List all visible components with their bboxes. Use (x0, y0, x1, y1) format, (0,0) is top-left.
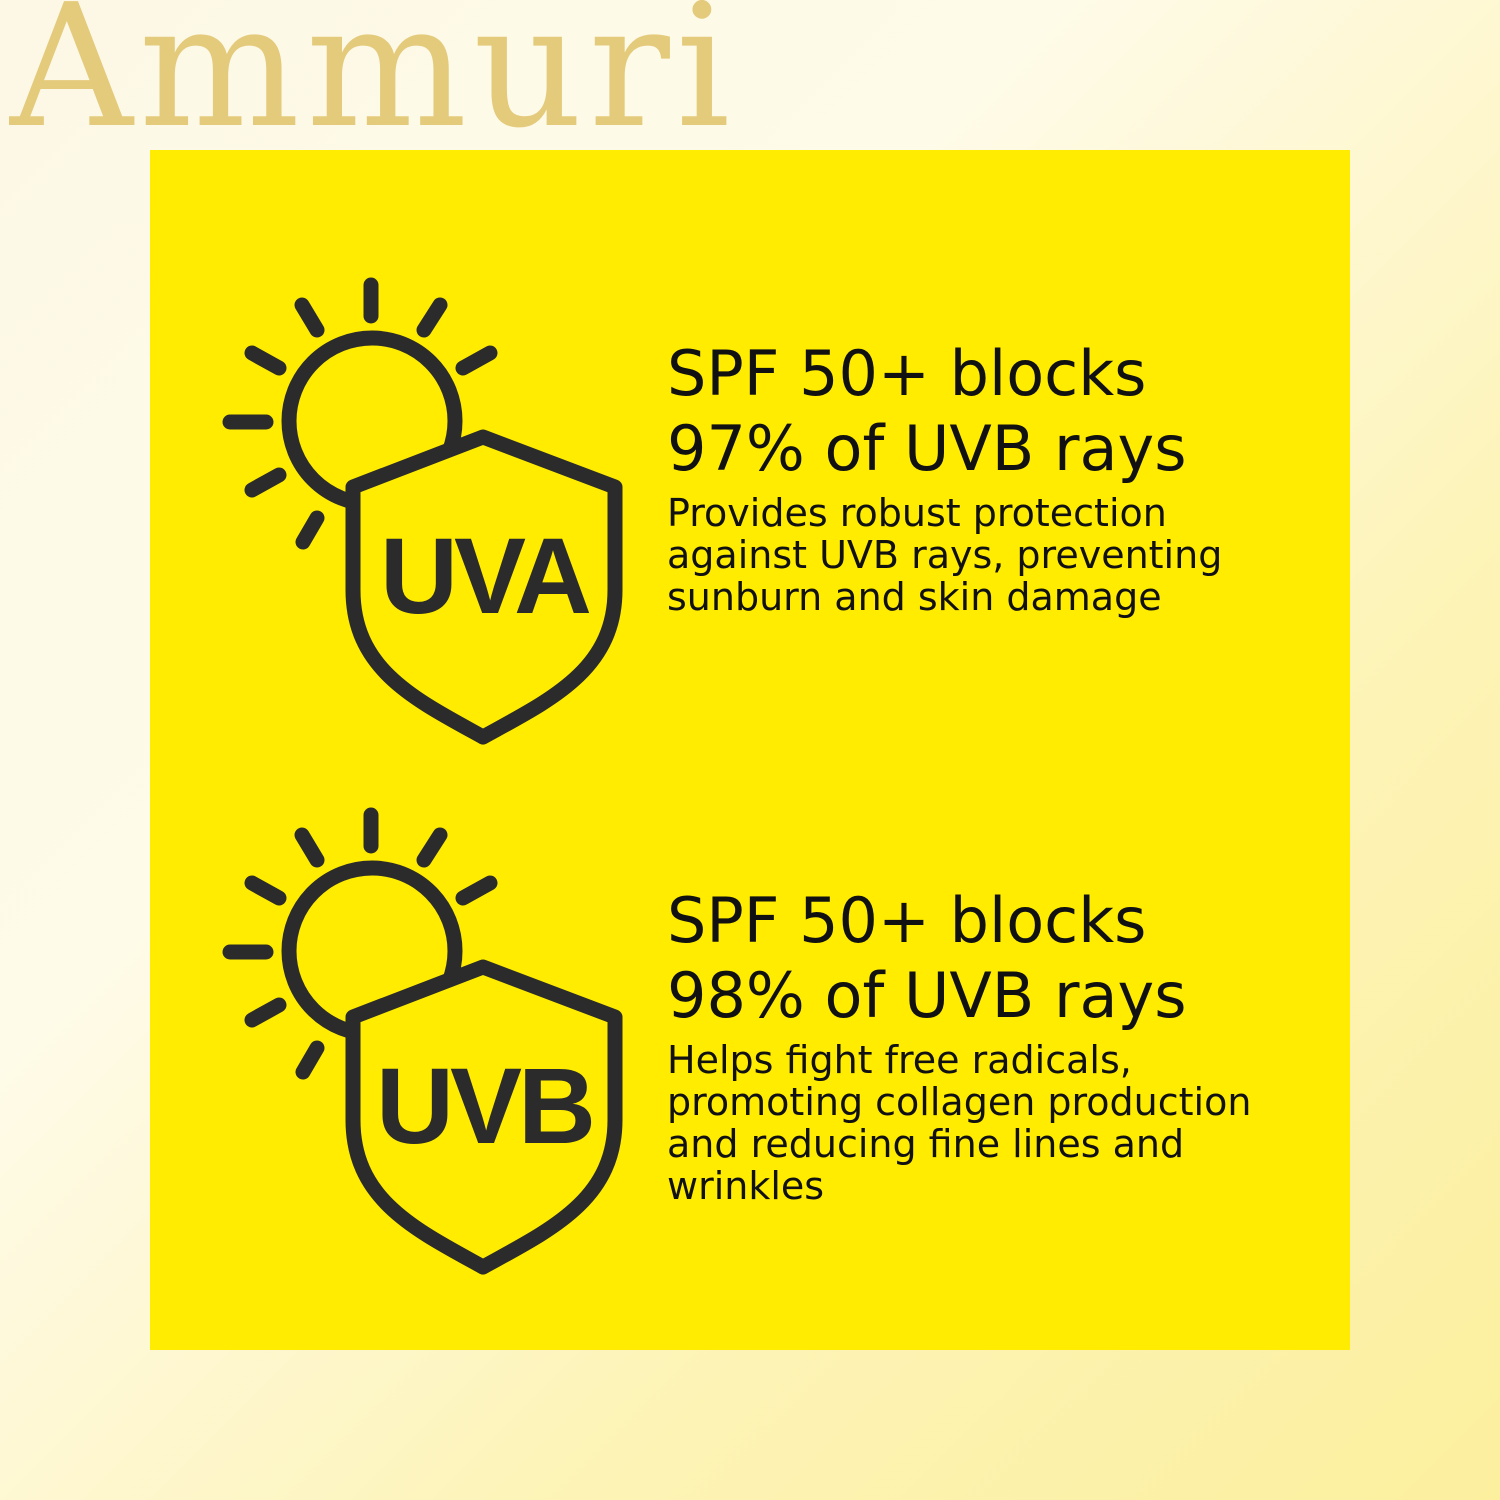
uvb-badge-text: UVB (376, 1045, 592, 1166)
uva-badge-text: UVA (380, 515, 590, 636)
feature-description: Helps fight free radicals, promoting col… (667, 1039, 1251, 1207)
feature-heading: SPF 50+ blocks 98% of UVB rays (667, 883, 1187, 1033)
feature-description: Provides robust protection against UVB r… (667, 492, 1222, 618)
description-line: Helps fight free radicals, (667, 1038, 1132, 1082)
sun-shield-icon: UVA (222, 277, 623, 745)
description-line: Provides robust protection (667, 491, 1167, 535)
description-line: against UVB rays, preventing (667, 533, 1223, 577)
heading-line: 98% of UVB rays (667, 959, 1187, 1032)
feature-heading: SPF 50+ blocks 97% of UVB rays (667, 336, 1187, 486)
heading-line: 97% of UVB rays (667, 412, 1187, 485)
description-line: wrinkles (667, 1164, 825, 1208)
description-line: promoting collagen production (667, 1080, 1252, 1124)
description-line: sunburn and skin damage (667, 575, 1162, 619)
heading-line: SPF 50+ blocks (667, 884, 1147, 957)
sun-shield-icon: UVB (222, 807, 623, 1275)
description-line: and reducing fine lines and (667, 1122, 1185, 1166)
brand-logo: Ammuri (10, 0, 737, 166)
heading-line: SPF 50+ blocks (667, 337, 1147, 410)
